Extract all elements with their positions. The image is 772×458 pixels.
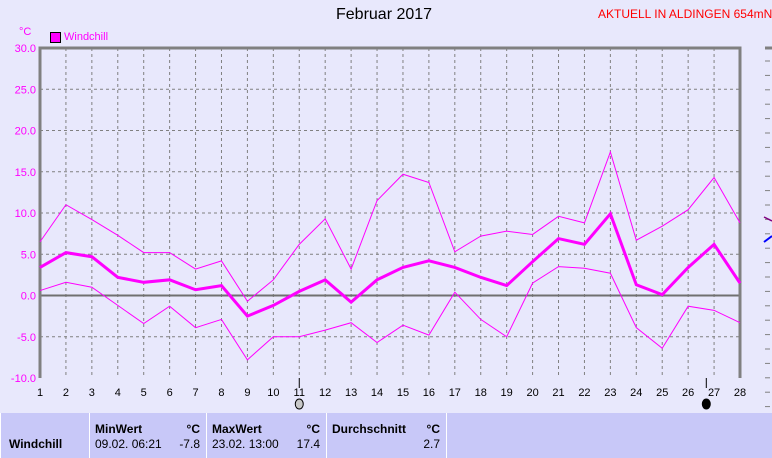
- max-cell: MaxWert °C 23.02. 13:00 17.4: [206, 413, 326, 458]
- y-tick-label: -5.0: [17, 332, 36, 344]
- max-unit: °C: [306, 422, 320, 436]
- series-line-max: [39, 150, 741, 303]
- x-tick-label: 1: [37, 387, 43, 399]
- y-tick-label: 10.0: [15, 208, 36, 220]
- series-line-average: [39, 210, 742, 318]
- y-tick-label: 25.0: [15, 84, 36, 96]
- x-tick-label: 14: [371, 387, 383, 399]
- x-tick-label: 8: [218, 387, 224, 399]
- min-value: -7.8: [179, 437, 200, 451]
- y-unit-label: °C: [19, 26, 32, 38]
- legend-swatch: [50, 32, 61, 43]
- x-tick-label: 28: [734, 387, 746, 399]
- avg-cell: Durchschnitt °C 2.7: [326, 413, 446, 458]
- x-tick-label: 20: [526, 387, 538, 399]
- x-tick-label: 4: [115, 387, 121, 399]
- x-tick-label: 12: [319, 387, 331, 399]
- avg-value: 2.7: [423, 437, 440, 451]
- right-panel-mark: [763, 235, 772, 243]
- plot-border: [38, 46, 742, 378]
- x-tick-label: 18: [475, 387, 487, 399]
- x-tick-label: 2: [63, 387, 69, 399]
- x-tick-label: 27: [708, 387, 720, 399]
- x-tick-label: 5: [141, 387, 147, 399]
- y-tick-label: 20.0: [15, 126, 36, 138]
- x-tick-label: 25: [656, 387, 668, 399]
- min-header: MinWert: [95, 422, 143, 436]
- x-tick-label: 21: [552, 387, 564, 399]
- row-label: Windchill: [9, 437, 63, 451]
- x-tick-label: 15: [397, 387, 409, 399]
- min-cell: MinWert °C 09.02. 06:21 -7.8: [89, 413, 206, 458]
- x-tick-label: 23: [604, 387, 616, 399]
- y-tick-label: 15.0: [15, 167, 36, 179]
- x-tick-label: 26: [682, 387, 694, 399]
- x-tick-label: 3: [89, 387, 95, 399]
- x-tick-label: 10: [267, 387, 279, 399]
- min-time: 09.02. 06:21: [95, 437, 162, 451]
- avg-header: Durchschnitt: [332, 422, 407, 436]
- x-tick-label: 22: [578, 387, 590, 399]
- max-value: 17.4: [296, 437, 320, 451]
- x-tick-label: 9: [244, 387, 250, 399]
- table-row-label-cell: Windchill: [0, 413, 89, 458]
- empty-cell: [446, 413, 772, 458]
- max-header: MaxWert: [212, 422, 262, 436]
- x-tick-label: 17: [449, 387, 461, 399]
- y-tick-label: 5.0: [21, 249, 36, 261]
- x-tick-label: 11: [294, 387, 305, 399]
- right-panel-mark: [763, 216, 772, 222]
- x-tick-label: 13: [345, 387, 357, 399]
- avg-unit: °C: [426, 422, 440, 436]
- station-label: AKTUELL IN ALDINGEN 654mNN: [598, 7, 772, 21]
- full-moon-icon: [294, 398, 304, 410]
- min-unit: °C: [186, 422, 200, 436]
- legend-label: Windchill: [64, 31, 109, 43]
- y-tick-label: -10.0: [11, 373, 36, 385]
- series-line-min: [39, 266, 741, 361]
- y-tick-label: 0.0: [21, 291, 36, 303]
- x-tick-label: 6: [167, 387, 173, 399]
- x-tick-label: 19: [501, 387, 513, 399]
- new-moon-icon: [701, 398, 711, 410]
- max-time: 23.02. 13:00: [212, 437, 279, 451]
- x-tick-label: 16: [423, 387, 435, 399]
- x-tick-label: 7: [192, 387, 198, 399]
- x-tick-label: 24: [630, 387, 642, 399]
- y-tick-label: 30.0: [15, 43, 36, 55]
- chart-title: Februar 2017: [336, 6, 433, 23]
